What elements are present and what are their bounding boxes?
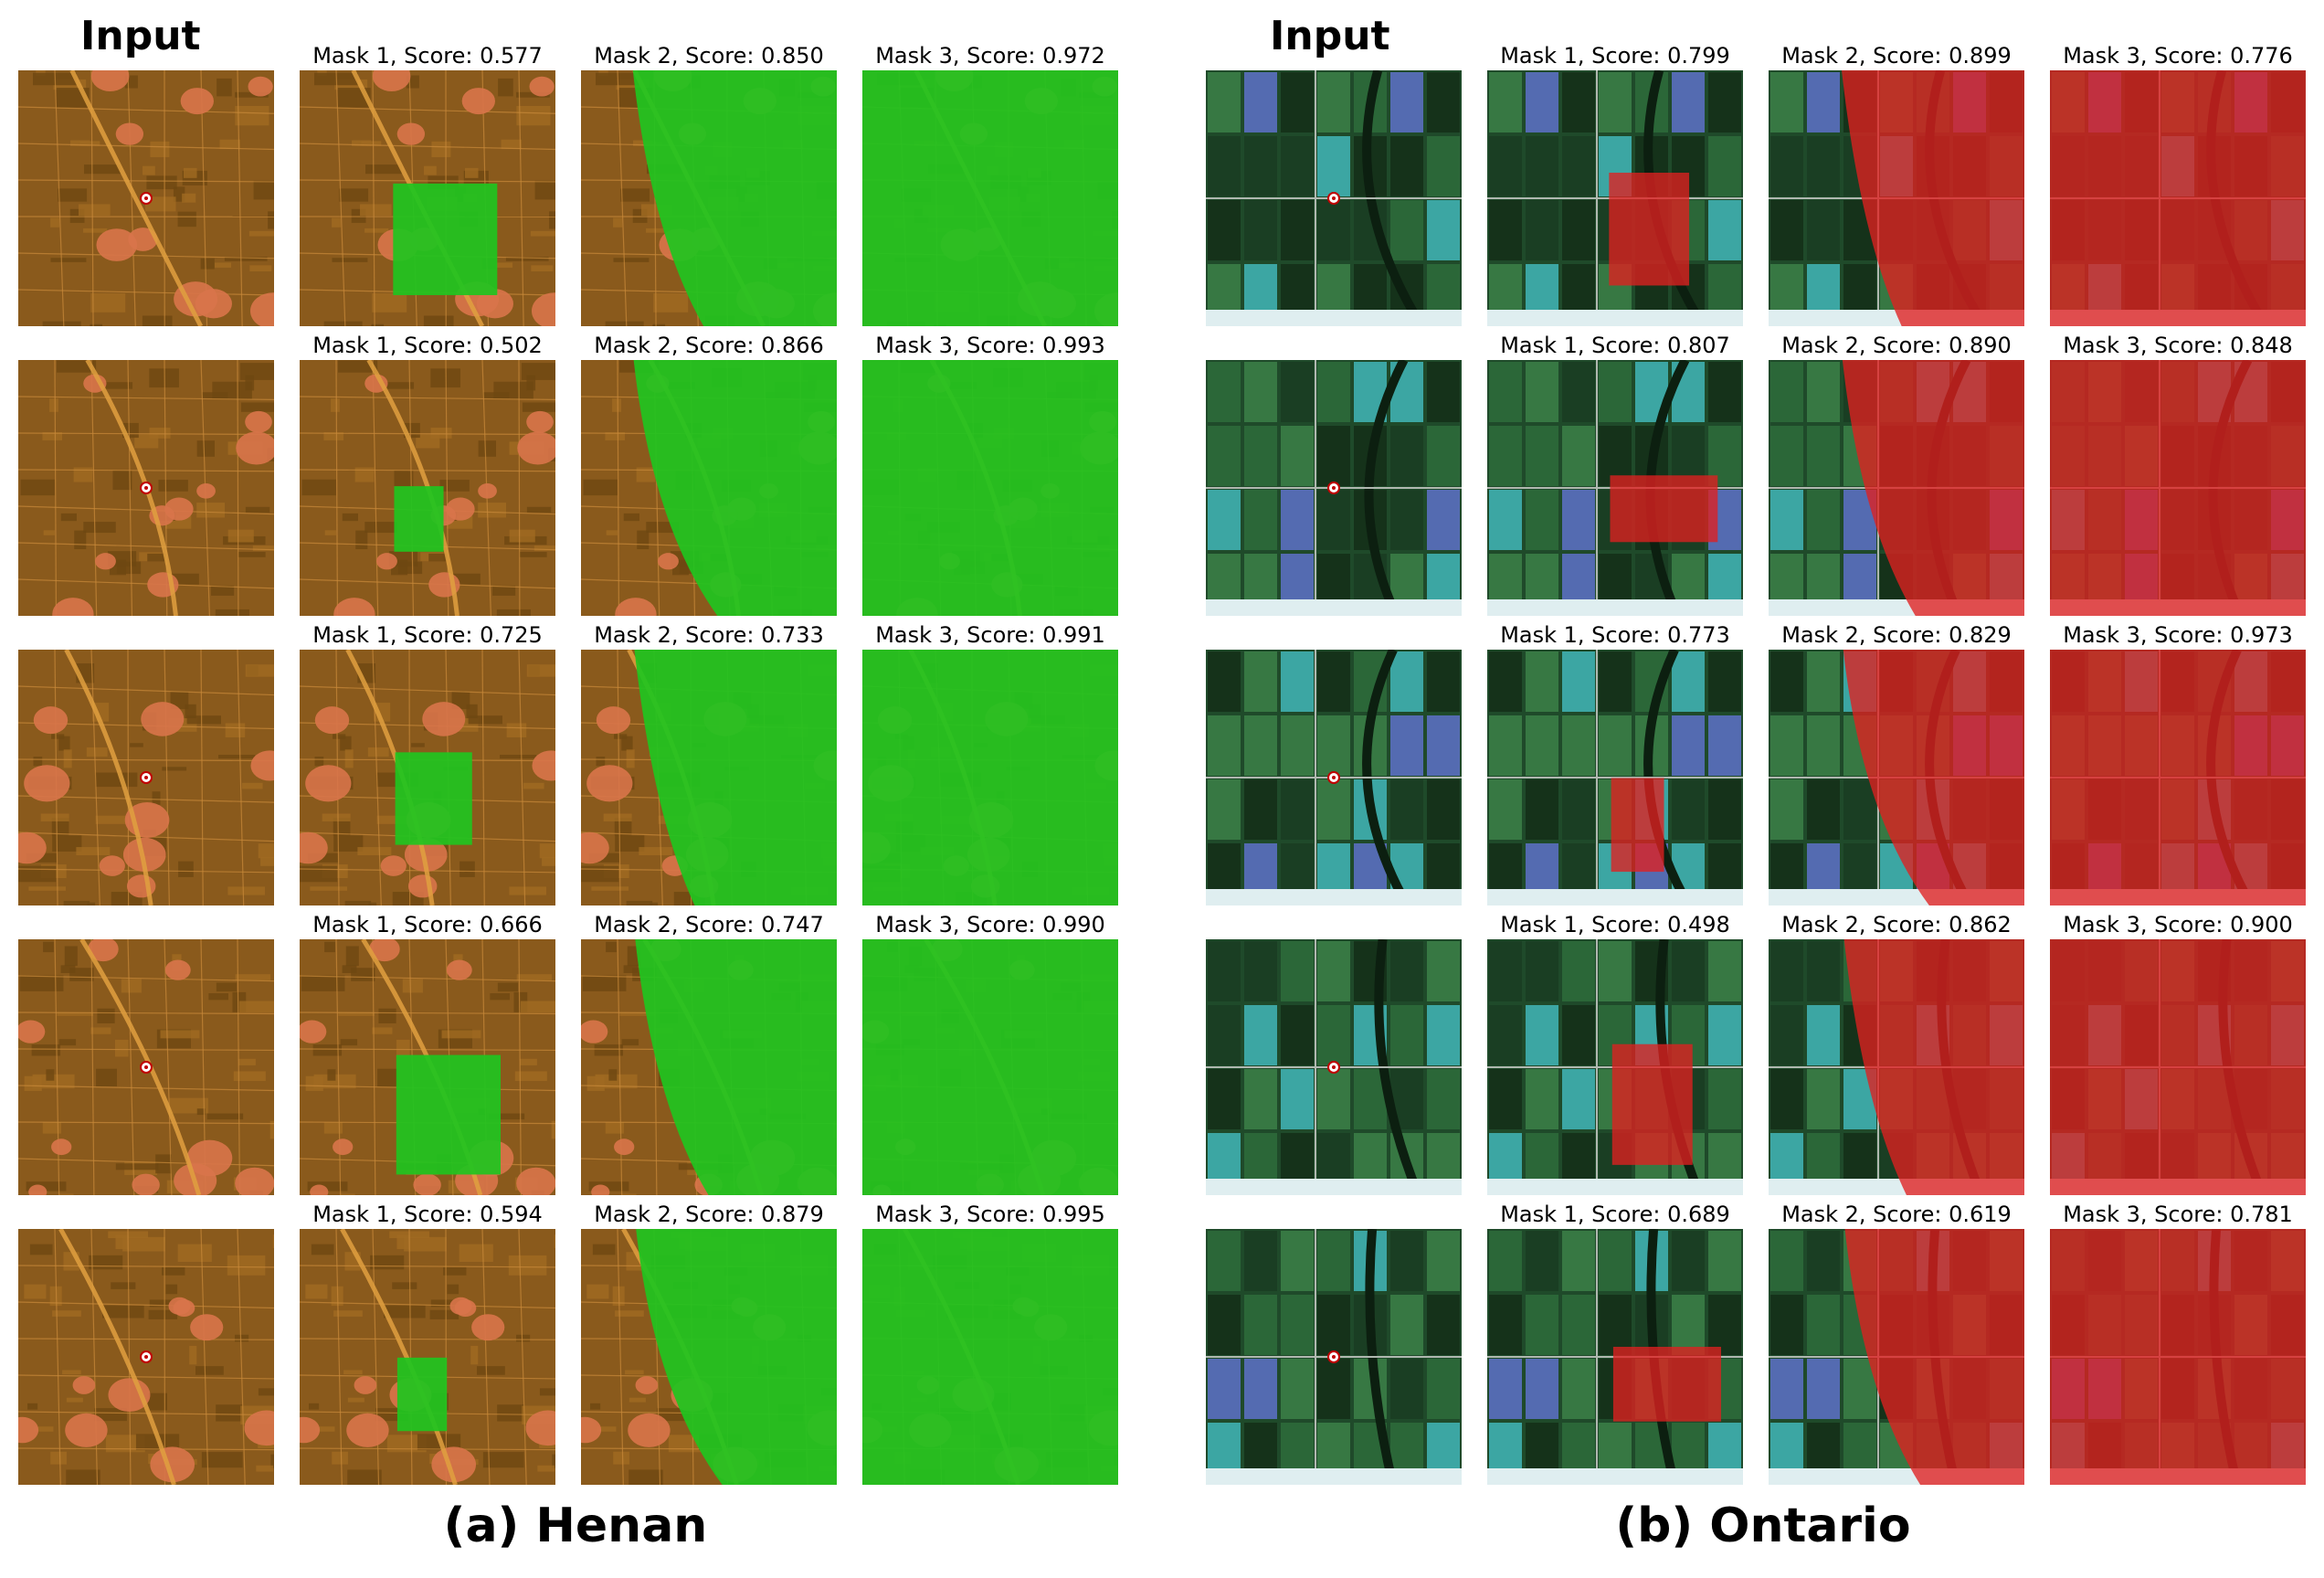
- mask-1-score-label: Mask 1, Score: 0.799: [1500, 43, 1730, 69]
- mask-2-score-label: Mask 2, Score: 0.866: [594, 333, 824, 358]
- mask-1-score-label: Mask 1, Score: 0.725: [312, 622, 543, 648]
- input-image: [18, 360, 274, 616]
- input-image: [18, 939, 274, 1195]
- mask-1-image: [300, 650, 555, 905]
- panel-ontario: Input (b) Ontario Mask 1, Score: 0.799 Ma…: [1188, 0, 2324, 1578]
- mask-3-score-label: Mask 3, Score: 0.776: [2063, 43, 2293, 69]
- mask-2-score-label: Mask 2, Score: 0.619: [1781, 1202, 2012, 1227]
- input-image: [1206, 650, 1462, 905]
- mask-2-image: [1769, 360, 2024, 616]
- panel-caption: (a) Henan: [443, 1499, 708, 1553]
- mask-2-image: [581, 70, 837, 326]
- input-image: [1206, 70, 1462, 326]
- input-image: [1206, 1229, 1462, 1485]
- mask-3-score-label: Mask 3, Score: 0.973: [2063, 622, 2293, 648]
- mask-1-score-label: Mask 1, Score: 0.689: [1500, 1202, 1730, 1227]
- mask-1-score-label: Mask 1, Score: 0.577: [312, 43, 543, 69]
- mask-3-image: [862, 70, 1118, 326]
- mask-1-image: [1487, 360, 1743, 616]
- mask-2-score-label: Mask 2, Score: 0.899: [1781, 43, 2012, 69]
- mask-3-score-label: Mask 3, Score: 0.991: [875, 622, 1105, 648]
- input-image: [1206, 360, 1462, 616]
- mask-3-image: [862, 650, 1118, 905]
- mask-1-image: [1487, 939, 1743, 1195]
- mask-2-image: [581, 939, 837, 1195]
- input-image: [18, 1229, 274, 1485]
- mask-2-score-label: Mask 2, Score: 0.747: [594, 912, 824, 937]
- mask-3-image: [862, 939, 1118, 1195]
- panel-henan: Input (a) Henan Mask 1, Score: 0.577 Mask…: [0, 0, 1133, 1578]
- mask-1-image: [300, 939, 555, 1195]
- mask-2-image: [581, 360, 837, 616]
- mask-1-score-label: Mask 1, Score: 0.666: [312, 912, 543, 937]
- mask-2-score-label: Mask 2, Score: 0.829: [1781, 622, 2012, 648]
- mask-3-score-label: Mask 3, Score: 0.900: [2063, 912, 2293, 937]
- mask-2-score-label: Mask 2, Score: 0.890: [1781, 333, 2012, 358]
- mask-1-score-label: Mask 1, Score: 0.594: [312, 1202, 543, 1227]
- mask-2-score-label: Mask 2, Score: 0.850: [594, 43, 824, 69]
- mask-1-image: [1487, 70, 1743, 326]
- mask-3-score-label: Mask 3, Score: 0.781: [2063, 1202, 2293, 1227]
- mask-2-image: [1769, 1229, 2024, 1485]
- mask-2-score-label: Mask 2, Score: 0.879: [594, 1202, 824, 1227]
- mask-3-score-label: Mask 3, Score: 0.972: [875, 43, 1105, 69]
- mask-3-image: [2050, 70, 2306, 326]
- mask-3-score-label: Mask 3, Score: 0.990: [875, 912, 1105, 937]
- mask-1-image: [1487, 1229, 1743, 1485]
- mask-2-score-label: Mask 2, Score: 0.733: [594, 622, 824, 648]
- panel-caption: (b) Ontario: [1615, 1499, 1911, 1553]
- mask-1-score-label: Mask 1, Score: 0.502: [312, 333, 543, 358]
- mask-2-image: [1769, 939, 2024, 1195]
- mask-2-image: [581, 1229, 837, 1485]
- mask-1-image: [1487, 650, 1743, 905]
- mask-3-image: [862, 360, 1118, 616]
- mask-1-image: [300, 360, 555, 616]
- mask-2-score-label: Mask 2, Score: 0.862: [1781, 912, 2012, 937]
- mask-3-image: [2050, 650, 2306, 905]
- mask-1-image: [300, 70, 555, 326]
- mask-3-score-label: Mask 3, Score: 0.993: [875, 333, 1105, 358]
- mask-2-image: [1769, 650, 2024, 905]
- mask-2-image: [581, 650, 837, 905]
- input-image: [18, 70, 274, 326]
- mask-1-score-label: Mask 1, Score: 0.773: [1500, 622, 1730, 648]
- mask-2-image: [1769, 70, 2024, 326]
- mask-1-score-label: Mask 1, Score: 0.498: [1500, 912, 1730, 937]
- input-image: [1206, 939, 1462, 1195]
- input-label: Input: [1270, 13, 1390, 59]
- mask-3-score-label: Mask 3, Score: 0.995: [875, 1202, 1105, 1227]
- mask-3-score-label: Mask 3, Score: 0.848: [2063, 333, 2293, 358]
- mask-1-score-label: Mask 1, Score: 0.807: [1500, 333, 1730, 358]
- mask-3-image: [2050, 1229, 2306, 1485]
- mask-3-image: [2050, 360, 2306, 616]
- mask-1-image: [300, 1229, 555, 1485]
- mask-3-image: [2050, 939, 2306, 1195]
- input-image: [18, 650, 274, 905]
- mask-3-image: [862, 1229, 1118, 1485]
- input-label: Input: [80, 13, 201, 59]
